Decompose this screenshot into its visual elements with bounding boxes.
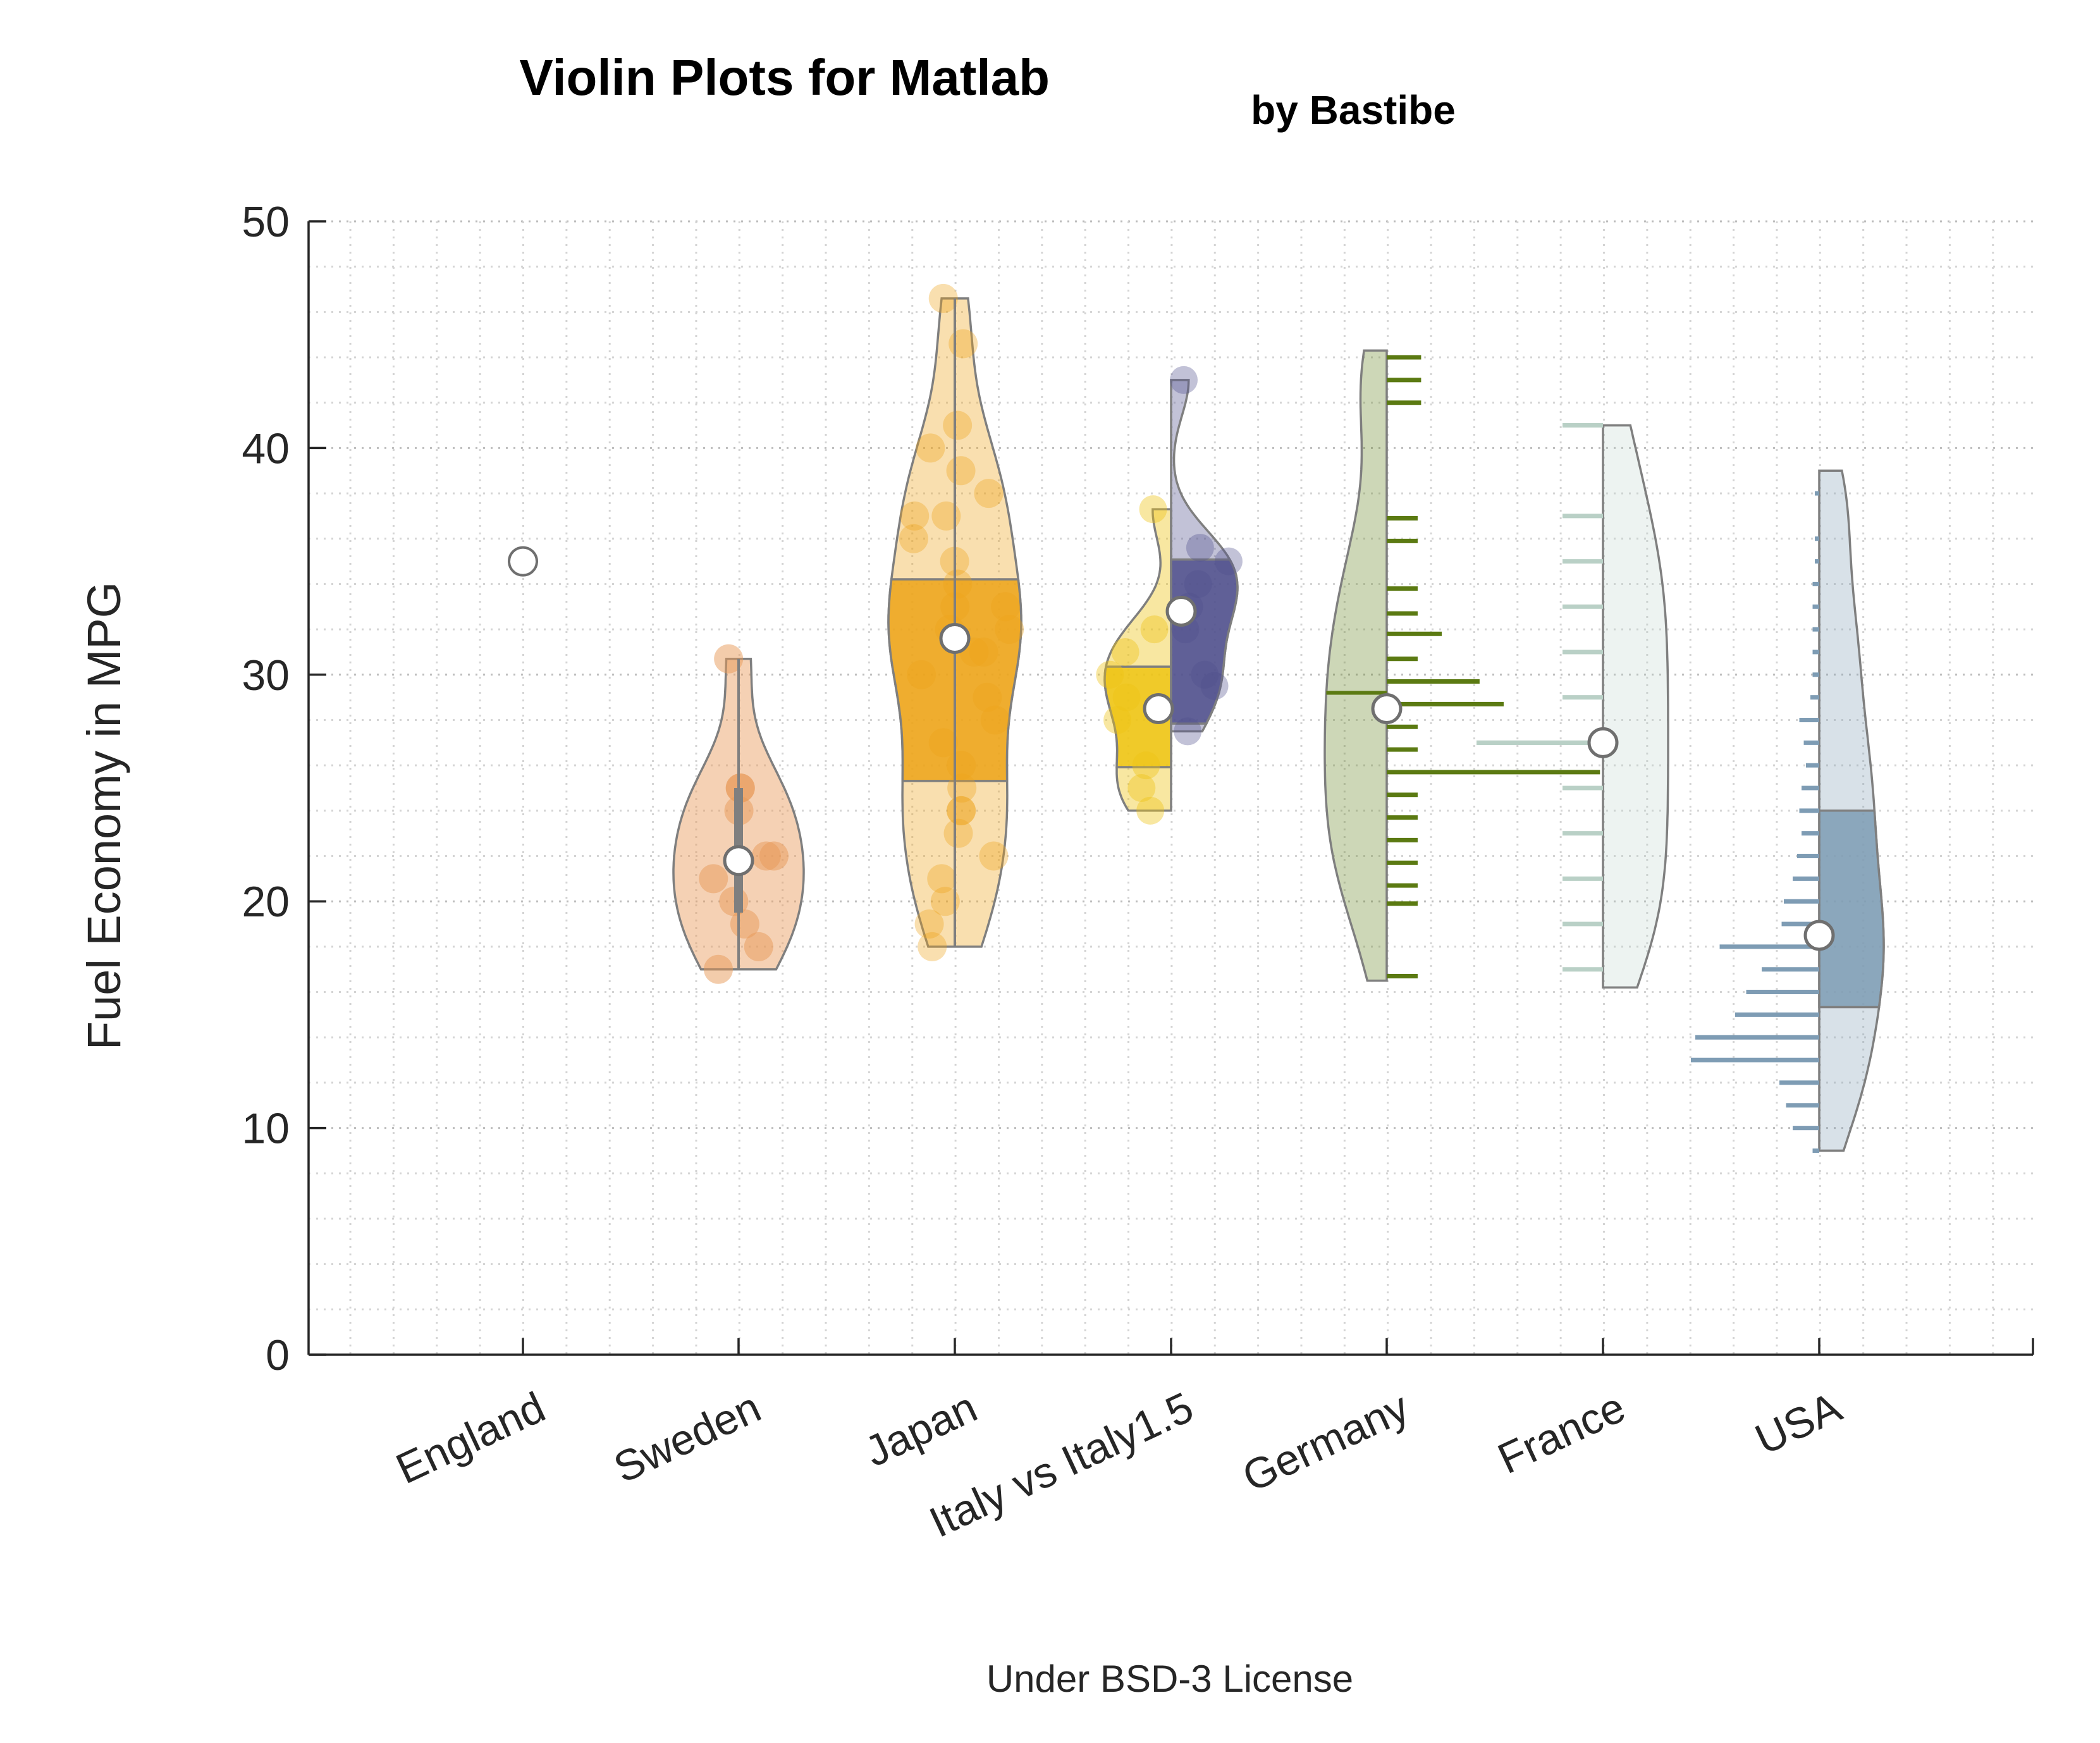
japan-point: [973, 682, 1002, 712]
italy-quartile-region: [1103, 665, 1172, 768]
y-tick-label: 10: [242, 1105, 290, 1153]
italy-point: [1096, 660, 1124, 689]
japan-point: [979, 841, 1009, 871]
japan-point: [918, 932, 947, 961]
sweden-point: [703, 954, 733, 984]
england-point: [508, 546, 538, 577]
japan-point: [927, 864, 957, 894]
x-tick-label: USA: [1748, 1383, 1848, 1463]
italy-point: [1127, 774, 1156, 802]
y-tick-label: 20: [242, 878, 290, 926]
italy-point: [1111, 637, 1139, 666]
japan-point: [916, 433, 945, 463]
italy15-point: [1200, 672, 1229, 700]
japan-point: [943, 410, 973, 440]
italy-median: [1143, 693, 1174, 725]
france-violin: [1602, 424, 1669, 989]
italy15-point: [1186, 534, 1214, 562]
plot-marks: [508, 283, 1885, 1153]
italy15-point: [1170, 366, 1198, 394]
japan-point: [907, 660, 936, 689]
x-tick-label: Japan: [857, 1383, 984, 1476]
germany-median: [1371, 693, 1403, 725]
japan-point: [969, 637, 998, 667]
japan-point: [931, 501, 961, 531]
italy-point: [1112, 683, 1141, 711]
japan-point: [943, 818, 973, 848]
sweden-median: [723, 845, 754, 877]
japan-point: [928, 728, 958, 758]
japan-point: [943, 569, 973, 599]
japan-point: [899, 524, 928, 553]
japan-point: [974, 479, 1004, 508]
japan-point: [930, 887, 960, 916]
japan-point: [980, 705, 1010, 735]
japan-point: [995, 615, 1024, 644]
x-tick-label: France: [1490, 1383, 1632, 1483]
italy-point: [1132, 751, 1160, 780]
sweden-point: [751, 841, 781, 871]
sweden-point: [714, 644, 744, 674]
chart-title: Violin Plots for Matlab: [519, 49, 1050, 106]
germany-violin: [1323, 349, 1388, 982]
japan-point: [928, 283, 958, 313]
italy15-point: [1174, 717, 1202, 746]
y-axis-label: Fuel Economy in MPG: [78, 582, 130, 1050]
x-tick-label: England: [389, 1383, 552, 1493]
italy15-point: [1191, 660, 1219, 689]
italy-point: [1136, 796, 1165, 825]
italy15-point: [1214, 547, 1243, 576]
sweden-point: [699, 864, 728, 894]
y-tick-label: 50: [242, 198, 290, 246]
sweden-point: [744, 932, 773, 961]
japan-point: [949, 329, 978, 359]
y-tick-label: 40: [242, 424, 290, 472]
italy15-median: [1165, 595, 1197, 627]
chart-subtitle: by Bastibe: [1251, 87, 1456, 133]
japan-point: [946, 456, 976, 486]
x-axis-label: Under BSD-3 License: [986, 1658, 1353, 1700]
x-tick-label: Germany: [1236, 1383, 1416, 1501]
sweden-point: [719, 887, 749, 916]
italy-point: [1140, 615, 1169, 644]
italy-point: [1103, 706, 1132, 734]
usa-median: [1803, 920, 1835, 951]
japan-median: [939, 622, 971, 654]
y-tick-label: 30: [242, 651, 290, 699]
japan-point: [947, 751, 976, 780]
japan-point: [991, 592, 1021, 622]
usa-quartile-region: [1818, 810, 1885, 1009]
japan-point: [900, 501, 930, 531]
japan-point: [914, 909, 944, 939]
france-median: [1587, 727, 1619, 758]
x-tick-label: Sweden: [606, 1383, 768, 1493]
y-tick-label: 0: [266, 1331, 290, 1379]
italy15-point: [1184, 570, 1212, 598]
italy-point: [1139, 495, 1167, 524]
